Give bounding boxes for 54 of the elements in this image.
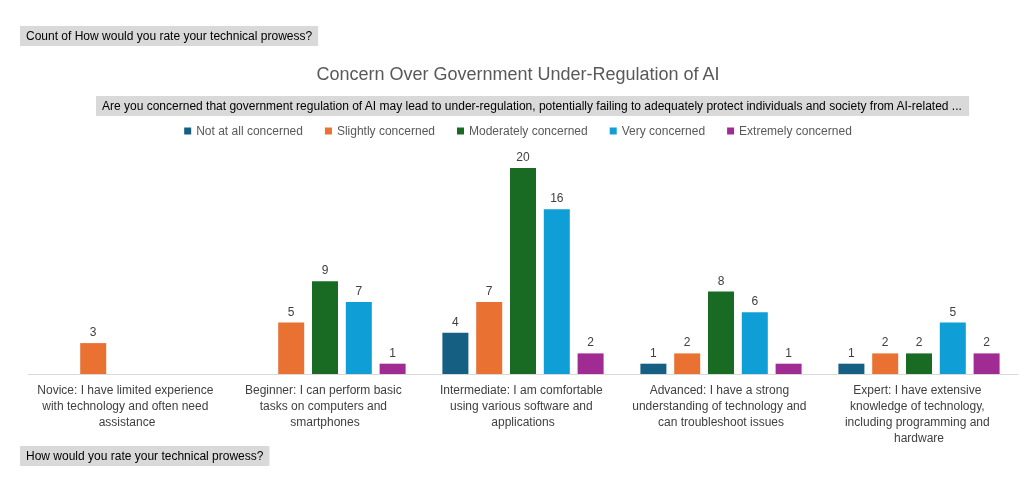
x-tick-label: Beginner: I can perform basic tasks on computers and smartphones: [244, 383, 406, 429]
text: Count of How would you rate your technical prowess?: [26, 29, 313, 43]
chart-subtitle: Are you concerned that government regulation of AI may lead to under-regulation, potentially failing to adequately protect individuals and society from AI-related ...: [102, 99, 962, 113]
data-label: 6: [751, 294, 759, 309]
bar: [543, 209, 570, 374]
data-label: 20: [516, 150, 530, 164]
data-label: 7: [355, 283, 363, 298]
data-label: 2: [983, 335, 991, 350]
data-label: 2: [915, 335, 923, 350]
bar: [741, 312, 768, 374]
bar: [674, 353, 701, 374]
bar: [80, 343, 107, 374]
bar: [872, 353, 899, 374]
data-label: 7: [485, 283, 493, 298]
bar: [906, 353, 932, 374]
chart-title: Concern Over Government Under-Regulation of AI: [316, 64, 720, 84]
bar: [939, 322, 966, 374]
legend-label: Moderately concerned: [468, 124, 588, 138]
data-label: 5: [949, 304, 957, 319]
data-label: 2: [587, 335, 595, 350]
bar: [278, 322, 305, 374]
data-label: 2: [683, 335, 691, 350]
bar: [640, 363, 667, 374]
bar: [973, 353, 1000, 374]
data-label: 1: [785, 345, 793, 360]
bar: [476, 301, 503, 374]
data-label: 8: [717, 273, 725, 288]
bar: [442, 332, 469, 374]
bar: [510, 168, 536, 374]
x-tick-label: Advanced: I have a strong understanding of technology and can troubleshoot issues: [632, 383, 810, 429]
data-label: 5: [287, 304, 295, 319]
legend-label: Not at all concerned: [196, 124, 303, 138]
data-label: 4: [452, 314, 460, 329]
data-label: 1: [650, 345, 658, 360]
legend-label: Slightly concerned: [336, 124, 435, 138]
data-label: 1: [389, 345, 397, 360]
data-label: 1: [848, 345, 856, 360]
data-label: 9: [321, 263, 329, 278]
bar: [775, 363, 802, 374]
bar: [577, 353, 604, 374]
x-tick-label: Novice: I have limited experience with technology and often need assistance: [37, 383, 217, 429]
bar: [379, 363, 406, 374]
data-label: 2: [881, 335, 889, 350]
legend-label: Extremely concerned: [739, 124, 852, 138]
legend-label: Very concerned: [621, 124, 706, 138]
x-tick-label: Expert: I have extensive knowledge of technology, including programming and hardware: [844, 383, 994, 445]
bar: [312, 281, 338, 374]
x-tick-label: Intermediate: I am comfortable using various software and applications: [439, 383, 607, 429]
bar: [708, 291, 734, 374]
bar: [838, 363, 865, 374]
data-label: 3: [89, 325, 97, 340]
x-axis-title: How would you rate your technical prowess?: [26, 449, 264, 463]
bar: [345, 301, 372, 374]
data-label: 16: [550, 191, 564, 206]
